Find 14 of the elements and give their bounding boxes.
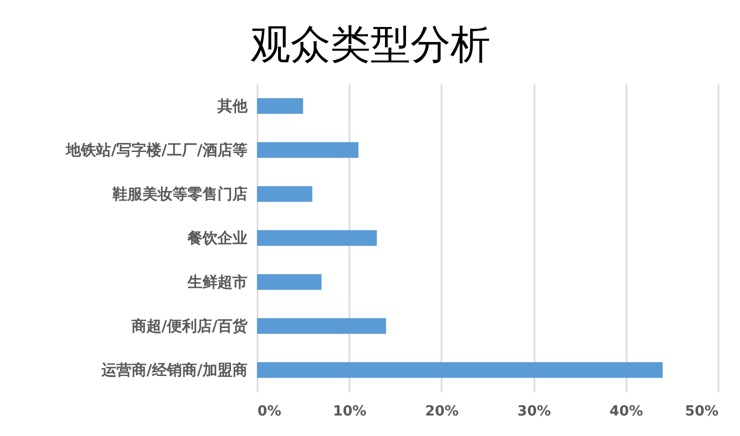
y-tick-label: 餐饮企业 bbox=[186, 229, 248, 247]
y-tick-label: 地铁站/写字楼/工厂/酒店等 bbox=[65, 141, 248, 159]
y-tick-label: 商超/便利店/百货 bbox=[130, 317, 248, 335]
x-tick-label: 50% bbox=[684, 404, 718, 420]
x-tick-label: 40% bbox=[610, 404, 644, 420]
chart-title: 观众类型分析 bbox=[250, 22, 490, 68]
x-tick-label: 20% bbox=[425, 404, 459, 420]
x-tick-label: 0% bbox=[258, 404, 282, 420]
y-tick-label: 鞋服美妆等零售门店 bbox=[112, 185, 248, 203]
x-tick-label: 10% bbox=[332, 404, 366, 420]
y-tick-label: 其他 bbox=[216, 97, 248, 115]
y-tick-label: 生鲜超市 bbox=[186, 273, 248, 291]
x-tick-label: 30% bbox=[517, 404, 551, 420]
y-tick-label: 运营商/经销商/加盟商 bbox=[100, 361, 248, 379]
